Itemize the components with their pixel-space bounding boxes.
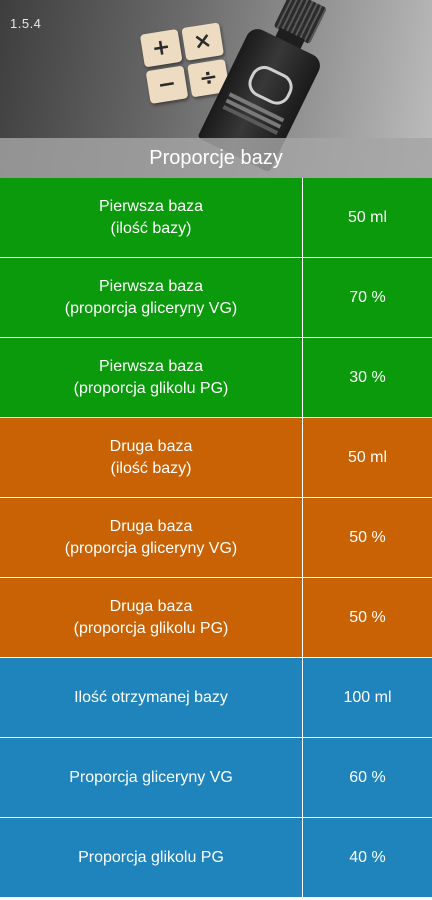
row-label: Pierwsza baza (ilość bazy) — [0, 178, 303, 257]
row-value: 60 % — [349, 768, 386, 786]
plus-key-icon: + — [139, 28, 183, 68]
table-row[interactable]: Ilość otrzymanej bazy 100 ml — [0, 658, 432, 738]
table-row[interactable]: Pierwsza baza (ilość bazy) 50 ml — [0, 178, 432, 258]
row-label: Druga baza (proporcja glikolu PG) — [0, 578, 303, 657]
row-label: Druga baza (proporcja gliceryny VG) — [0, 498, 303, 577]
row-value: 100 ml — [343, 688, 392, 706]
row-value[interactable]: 50 ml — [347, 208, 388, 226]
row-label: Ilość otrzymanej bazy — [0, 658, 303, 737]
table-row[interactable]: Druga baza (ilość bazy) 50 ml — [0, 418, 432, 498]
results-table: Pierwsza baza (ilość bazy) 50 ml Pierwsz… — [0, 178, 432, 898]
row-label: Pierwsza baza (proporcja gliceryny VG) — [0, 258, 303, 337]
row-value: 40 % — [349, 848, 386, 866]
page-title: Proporcje bazy — [0, 138, 432, 178]
row-label: Pierwsza baza (proporcja glikolu PG) — [0, 338, 303, 417]
table-row[interactable]: Proporcja gliceryny VG 60 % — [0, 738, 432, 818]
table-row[interactable]: Druga baza (proporcja glikolu PG) 50 % — [0, 578, 432, 658]
table-row[interactable]: Pierwsza baza (proporcja glikolu PG) 30 … — [0, 338, 432, 418]
table-row[interactable]: Proporcja glikolu PG 40 % — [0, 818, 432, 898]
row-label: Proporcja gliceryny VG — [0, 738, 303, 817]
table-row[interactable]: Pierwsza baza (proporcja gliceryny VG) 7… — [0, 258, 432, 338]
row-value[interactable]: 70 % — [349, 288, 386, 306]
header-banner: 1.5.4 + × − ÷ Proporcje bazy — [0, 0, 432, 178]
row-label: Druga baza (ilość bazy) — [0, 418, 303, 497]
row-value[interactable]: 30 % — [349, 368, 386, 386]
app-version: 1.5.4 — [10, 16, 42, 31]
row-value[interactable]: 50 % — [349, 608, 386, 626]
table-row[interactable]: Druga baza (proporcja gliceryny VG) 50 % — [0, 498, 432, 578]
row-label: Proporcja glikolu PG — [0, 818, 303, 897]
minus-key-icon: − — [145, 65, 189, 104]
row-value[interactable]: 50 ml — [347, 448, 388, 466]
row-value[interactable]: 50 % — [349, 528, 386, 546]
